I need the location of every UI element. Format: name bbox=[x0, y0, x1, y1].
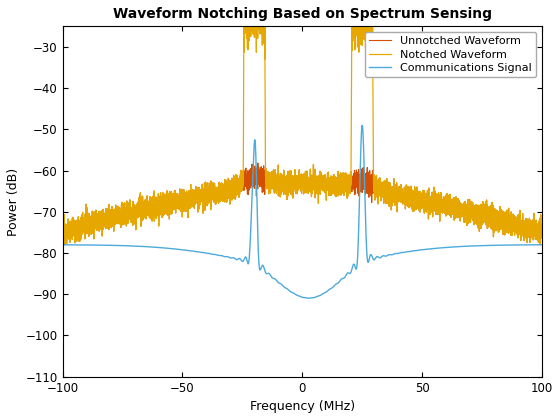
Communications Signal bbox=[539, 242, 545, 247]
Notched Waveform bbox=[539, 227, 545, 232]
Unnotched Waveform bbox=[61, 242, 68, 247]
Unnotched Waveform bbox=[233, 182, 240, 187]
Notched Waveform bbox=[83, 223, 90, 228]
Communications Signal bbox=[359, 123, 366, 128]
Y-axis label: Power (dB): Power (dB) bbox=[7, 168, 20, 236]
Unnotched Waveform bbox=[440, 197, 447, 202]
Line: Unnotched Waveform: Unnotched Waveform bbox=[63, 163, 542, 244]
Unnotched Waveform bbox=[364, 165, 371, 170]
Communications Signal bbox=[415, 248, 422, 253]
Communications Signal bbox=[83, 242, 90, 247]
Communications Signal bbox=[305, 296, 312, 301]
Notched Waveform bbox=[59, 231, 66, 236]
Notched Waveform bbox=[440, 197, 447, 202]
Communications Signal bbox=[364, 256, 371, 261]
Communications Signal bbox=[440, 245, 447, 250]
Notched Waveform bbox=[61, 242, 68, 247]
Title: Waveform Notching Based on Spectrum Sensing: Waveform Notching Based on Spectrum Sens… bbox=[113, 7, 492, 21]
Unnotched Waveform bbox=[254, 160, 261, 165]
Line: Communications Signal: Communications Signal bbox=[63, 125, 542, 298]
X-axis label: Frequency (MHz): Frequency (MHz) bbox=[250, 400, 355, 413]
Unnotched Waveform bbox=[83, 223, 90, 228]
Notched Waveform bbox=[415, 198, 422, 203]
Unnotched Waveform bbox=[343, 181, 349, 186]
Communications Signal bbox=[233, 257, 240, 262]
Notched Waveform bbox=[233, 182, 240, 187]
Communications Signal bbox=[59, 242, 66, 247]
Line: Notched Waveform: Notched Waveform bbox=[63, 0, 542, 244]
Communications Signal bbox=[343, 272, 349, 277]
Unnotched Waveform bbox=[539, 227, 545, 232]
Notched Waveform bbox=[343, 181, 349, 186]
Unnotched Waveform bbox=[415, 198, 422, 203]
Unnotched Waveform bbox=[59, 231, 66, 236]
Legend: Unnotched Waveform, Notched Waveform, Communications Signal: Unnotched Waveform, Notched Waveform, Co… bbox=[365, 32, 536, 77]
